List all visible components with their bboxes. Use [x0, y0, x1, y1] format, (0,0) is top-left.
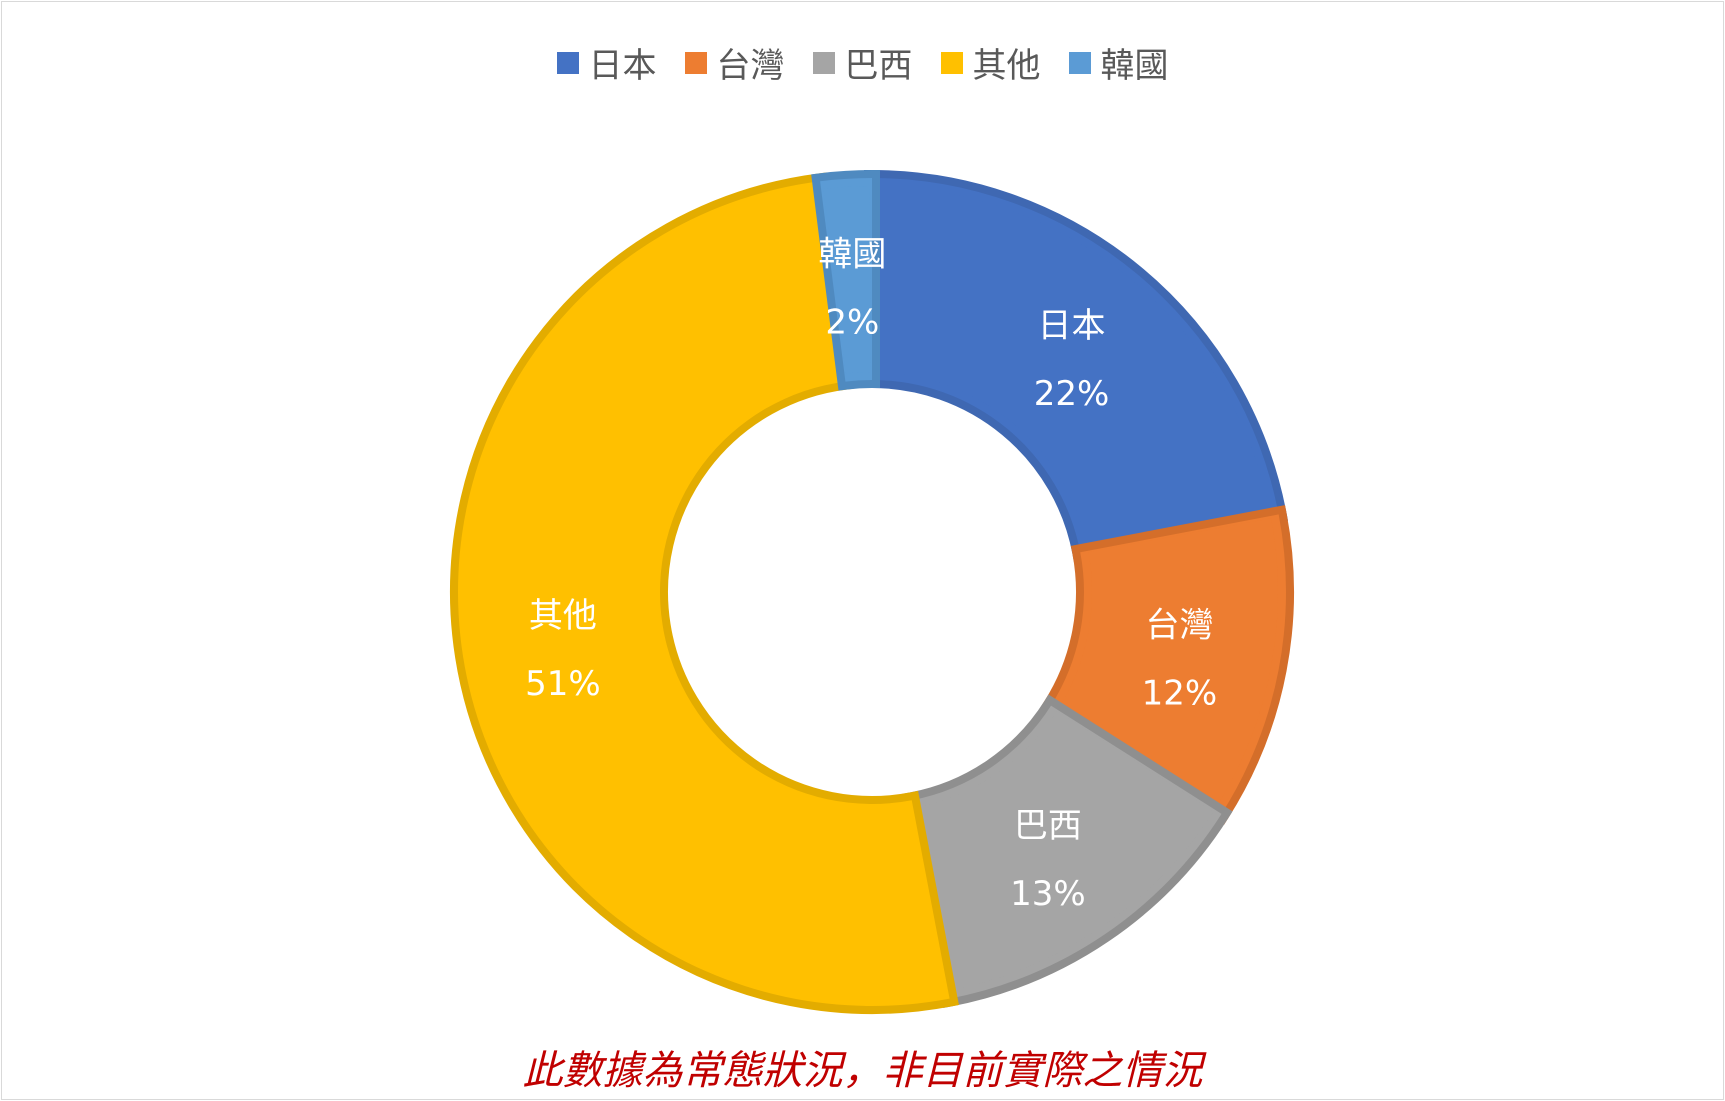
- donut-slice-fill: [914, 710, 1214, 991]
- legend-item: 巴西: [812, 38, 913, 87]
- slice-category-label: 巴西: [1014, 806, 1082, 846]
- legend-swatch: [1068, 51, 1091, 74]
- legend-label: 台灣: [716, 46, 785, 86]
- donut-slice-fill: [1058, 518, 1278, 808]
- donut-slice-fill: [873, 186, 1271, 550]
- slice-value-label: 51%: [525, 664, 601, 704]
- legend-swatch: [812, 51, 835, 74]
- slice-value-label: 2%: [825, 303, 879, 343]
- legend-swatch: [940, 51, 963, 74]
- slice-category-label: 韓國: [818, 235, 886, 275]
- slice-category-label: 台灣: [1145, 606, 1213, 646]
- legend-item: 韓國: [1068, 38, 1169, 87]
- slice-category-label: 日本: [1038, 306, 1106, 346]
- donut-slice-fill: [465, 189, 946, 999]
- legend-label: 其他: [972, 46, 1041, 86]
- legend-label: 巴西: [844, 46, 913, 86]
- donut-slice-fill: [823, 186, 871, 374]
- legend-swatch: [556, 51, 579, 74]
- legend-label: 日本: [588, 46, 657, 86]
- legend-item: 台灣: [684, 38, 785, 87]
- legend-swatch: [684, 51, 707, 74]
- chart-legend: 日本 台灣 巴西 其他 韓國: [0, 38, 1725, 87]
- slice-category-label: 其他: [529, 596, 597, 636]
- legend-item: 日本: [556, 38, 657, 87]
- slice-value-label: 12%: [1142, 674, 1218, 714]
- disclaimer-note: 此數據為常態狀況，非目前實際之情況: [522, 1048, 1203, 1094]
- legend-item: 其他: [940, 38, 1041, 87]
- legend-label: 韓國: [1100, 46, 1169, 86]
- slice-value-label: 22%: [1034, 374, 1110, 414]
- slice-value-label: 13%: [1010, 874, 1086, 914]
